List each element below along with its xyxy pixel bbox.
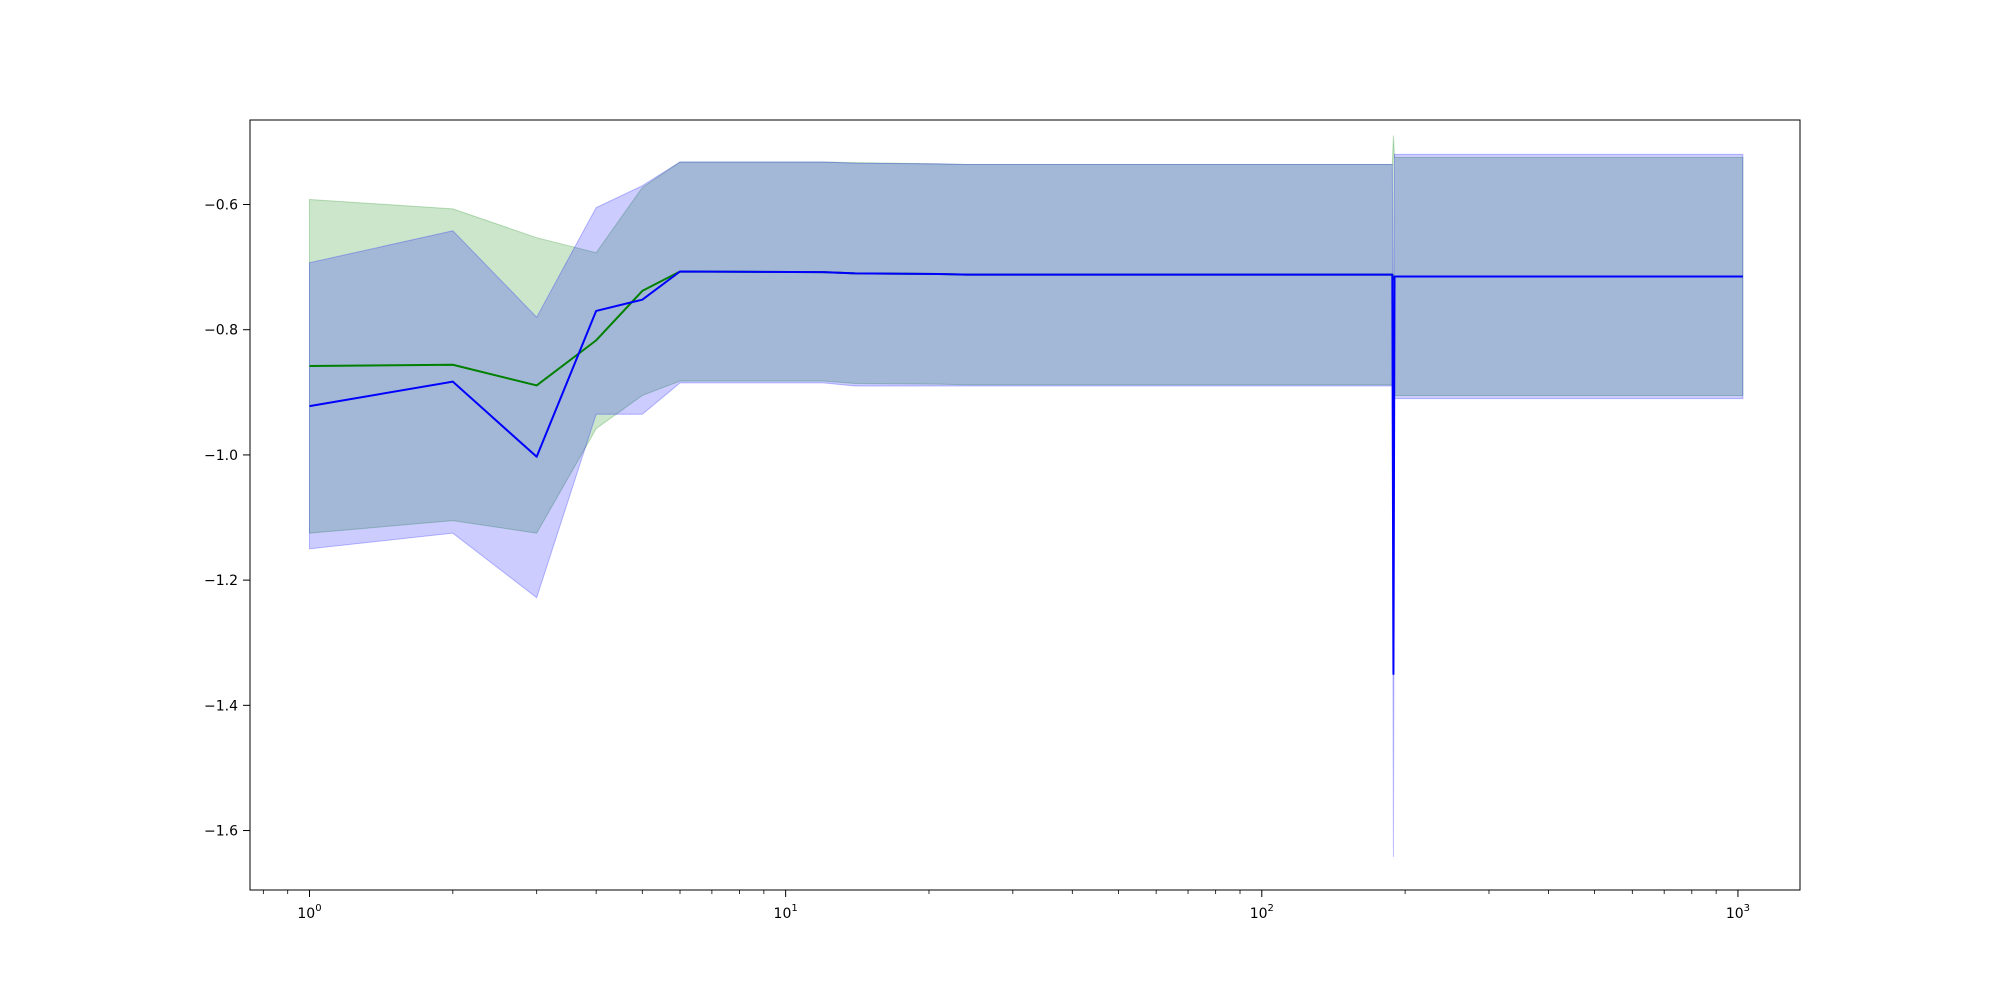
y-tick-label-2: −1.0 [204, 448, 238, 464]
x-tick-label-1: 101 [774, 903, 798, 922]
x-tick-exponent-3: 3 [1744, 903, 1750, 914]
y-tick-label-3: −1.2 [204, 573, 238, 589]
y-tick-label-5: −1.6 [204, 824, 238, 840]
x-tick-exponent-2: 2 [1268, 903, 1274, 914]
x-tick-label-3: 103 [1726, 903, 1750, 922]
band-series-2 [308, 153, 1744, 857]
x-tick-label-2: 102 [1250, 903, 1274, 922]
line-series-2 [309, 270, 1743, 676]
y-tick-label-4: −1.4 [204, 698, 238, 714]
series-lines [309, 270, 1743, 676]
x-tick-exponent-0: 0 [315, 903, 321, 914]
y-tick-label-0: −0.6 [204, 198, 238, 214]
y-tick-label-1: −0.8 [204, 323, 238, 339]
confidence-bands [308, 135, 1744, 857]
plot-frame [249, 119, 1801, 891]
x-tick-label-0: 100 [297, 903, 321, 922]
x-axis: 100 101 102 103 [262, 890, 1750, 922]
y-axis: −0.6 −0.8 −1.0 −1.2 −1.4 −1.6 [204, 198, 250, 840]
x-tick-exponent-1: 1 [791, 903, 797, 914]
band-series-1 [308, 135, 1744, 534]
